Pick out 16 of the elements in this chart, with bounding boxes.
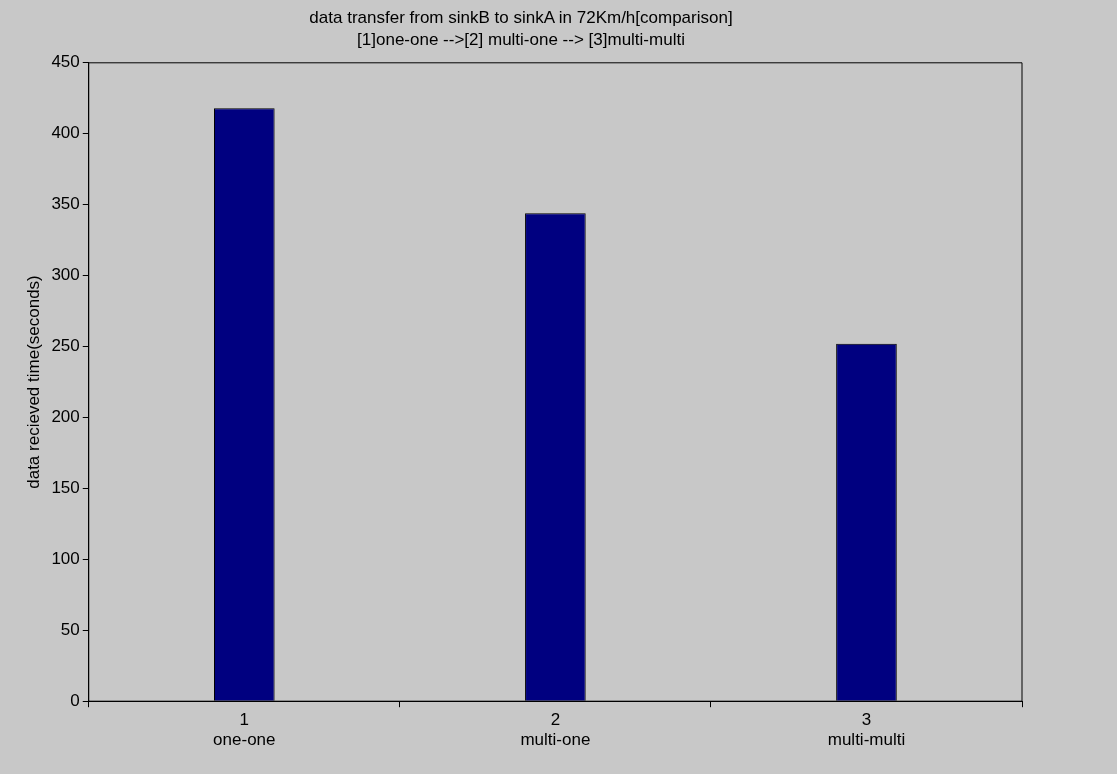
y-tick-label: 150 <box>51 478 80 498</box>
y-tick-label: 350 <box>51 194 80 214</box>
y-tick-label: 200 <box>51 407 80 427</box>
x-tick-label: 2 multi-one <box>520 710 591 750</box>
y-axis-title: data recieved time(seconds) <box>23 275 43 489</box>
x-tick-label: 1 one-one <box>213 710 276 750</box>
x-tick-label: 3 multi-multi <box>827 710 906 750</box>
y-tick-label: 250 <box>51 336 80 356</box>
y-tick-label: 100 <box>51 549 80 569</box>
y-tick-label: 50 <box>60 619 80 639</box>
y-tick-label: 0 <box>70 690 80 710</box>
y-tick-label: 400 <box>51 123 80 143</box>
y-tick-label: 450 <box>51 52 80 72</box>
y-tick-label: 300 <box>51 265 80 285</box>
chart-subtitle: [1]one-one -->[2] multi-one --> [3]multi-multi <box>357 30 685 50</box>
chart-title: data transfer from sinkB to sinkA in 72Km/h[comparison] <box>309 7 733 27</box>
